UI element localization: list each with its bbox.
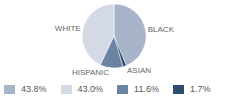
svg-text:HISPANIC: HISPANIC xyxy=(72,68,109,77)
html-text:43.8%: 43.8% xyxy=(21,84,47,94)
svg-text:ASIAN: ASIAN xyxy=(127,66,151,75)
html-text:1.7%: 1.7% xyxy=(189,84,211,94)
svg-text:WHITE: WHITE xyxy=(55,24,81,33)
html-text:43.0%: 43.0% xyxy=(77,84,104,94)
html-text:11.6%: 11.6% xyxy=(134,84,159,94)
svg-text:BLACK: BLACK xyxy=(148,25,175,34)
